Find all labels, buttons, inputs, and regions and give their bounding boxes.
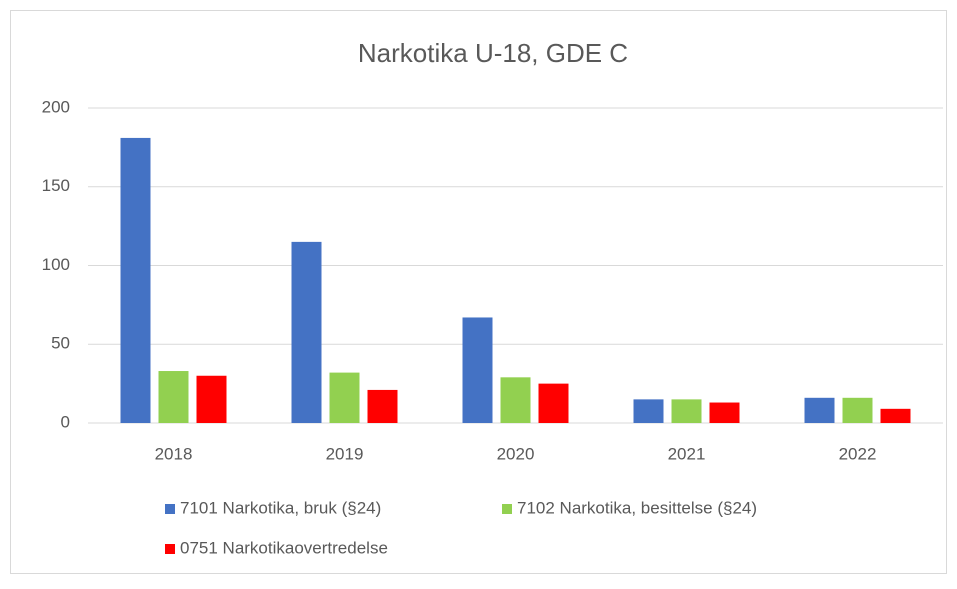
bar <box>291 241 322 423</box>
bar <box>633 399 664 423</box>
x-tick-label: 2021 <box>668 444 706 463</box>
y-tick-label: 50 <box>51 334 70 353</box>
bar <box>709 402 740 423</box>
legend-swatch <box>165 544 175 554</box>
y-tick-label: 0 <box>61 412 70 431</box>
bar <box>880 408 911 423</box>
y-tick-label: 100 <box>42 255 70 274</box>
chart-title: Narkotika U-18, GDE C <box>358 38 628 68</box>
bar <box>120 137 151 424</box>
bar <box>462 317 493 423</box>
x-tick-label: 2019 <box>326 444 364 463</box>
bar <box>500 377 531 423</box>
x-tick-label: 2020 <box>497 444 535 463</box>
y-tick-label: 200 <box>42 97 70 116</box>
legend-swatch <box>165 504 175 514</box>
bar <box>538 383 569 423</box>
legend-label: 0751 Narkotikaovertredelse <box>180 538 388 557</box>
legend-label: 7102 Narkotika, besittelse (§24) <box>517 498 757 517</box>
chart-frame <box>10 10 947 574</box>
bar <box>804 397 835 423</box>
bar <box>196 375 227 423</box>
x-tick-label: 2018 <box>155 444 193 463</box>
legend-swatch <box>502 504 512 514</box>
bar <box>842 397 873 423</box>
legend-label: 7101 Narkotika, bruk (§24) <box>180 498 381 517</box>
bar <box>329 372 360 423</box>
bar <box>367 389 398 423</box>
bar <box>671 399 702 423</box>
y-tick-label: 150 <box>42 176 70 195</box>
bar <box>158 371 189 423</box>
x-tick-label: 2022 <box>839 444 877 463</box>
